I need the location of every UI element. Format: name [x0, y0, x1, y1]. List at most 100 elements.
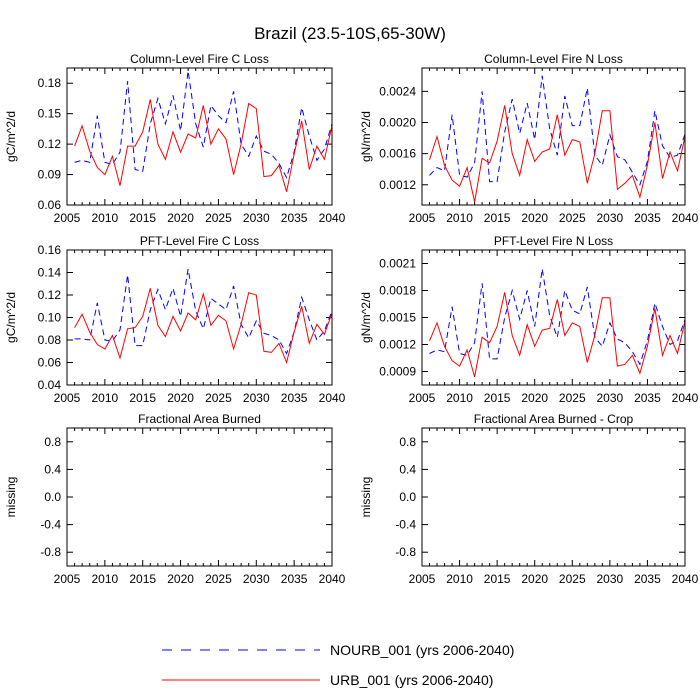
x-tick-label: 2035	[281, 211, 308, 225]
chart-panel-3: PFT-Level Fire C Loss gC/m^2/d 2005 2010 201…	[4, 234, 346, 405]
x-tick-label: 2040	[319, 211, 346, 225]
x-tick-label: 2015	[129, 572, 156, 586]
x-tick-label: 2025	[559, 572, 586, 586]
plot-frame	[421, 427, 686, 567]
x-tick-label: 2040	[672, 572, 699, 586]
chart-panel-5: Fractional Area Burned missing 2005 2010 201…	[4, 412, 346, 586]
y-tick-label: 0.10	[38, 311, 62, 325]
panel-title: PFT-Level Fire C Loss	[140, 234, 259, 248]
chart-panels: Column-Level Fire C Loss gC/m^2/d 2005 2010…	[4, 52, 699, 586]
y-tick-label: 0.15	[38, 107, 62, 121]
x-tick-label: 2005	[409, 391, 436, 405]
x-tick-label: 2010	[446, 391, 473, 405]
plot-frame	[66, 249, 333, 386]
chart-panel-4: PFT-Level Fire N Loss gN/m^2/d 2005 2010 201…	[359, 234, 699, 405]
x-tick-label: 2035	[281, 572, 308, 586]
x-tick-label: 2040	[672, 211, 699, 225]
series-line-nourb-001	[74, 70, 333, 179]
x-tick-label: 2040	[319, 572, 346, 586]
x-tick-label: 2005	[54, 211, 81, 225]
y-tick-label: 0.0012	[379, 338, 416, 352]
panel-title: PFT-Level Fire N Loss	[494, 234, 613, 248]
x-tick-label: 2020	[167, 572, 194, 586]
y-axis-label: gC/m^2/d	[4, 111, 18, 162]
figure-title: Brazil (23.5-10S,65-30W)	[254, 24, 446, 43]
plot-frame	[66, 67, 333, 206]
x-tick-label: 2035	[634, 211, 661, 225]
panel-title: Fractional Area Burned	[138, 412, 261, 426]
y-tick-label: 0.08	[38, 333, 62, 347]
x-tick-label: 2035	[634, 572, 661, 586]
y-tick-label: 0.0	[44, 490, 61, 504]
x-tick-label: 2020	[167, 211, 194, 225]
x-tick-label: 2005	[54, 572, 81, 586]
x-tick-label: 2005	[409, 572, 436, 586]
plot-frame	[421, 249, 686, 386]
x-tick-label: 2010	[92, 572, 119, 586]
series-line-urb-001	[429, 292, 686, 378]
y-tick-label: -0.8	[395, 545, 416, 559]
y-tick-label: 0.0018	[379, 284, 416, 298]
y-tick-label: 0.0	[399, 490, 416, 504]
x-tick-label: 2025	[559, 391, 586, 405]
y-tick-label: 0.06	[38, 198, 62, 212]
x-tick-label: 2030	[243, 572, 270, 586]
y-tick-label: 0.18	[38, 76, 62, 90]
x-tick-label: 2040	[319, 391, 346, 405]
x-tick-label: 2025	[559, 211, 586, 225]
y-tick-label: 0.14	[38, 266, 62, 280]
y-axis-label: gC/m^2/d	[4, 292, 18, 343]
y-tick-label: -0.4	[40, 518, 61, 532]
panel-title: Fractional Area Burned - Crop	[474, 412, 634, 426]
x-tick-label: 2030	[597, 572, 624, 586]
y-axis-label: missing	[4, 477, 18, 518]
y-axis-label: gN/m^2/d	[359, 111, 373, 162]
series-line-urb-001	[74, 99, 333, 192]
y-axis-label: missing	[359, 477, 373, 518]
panel-title: Column-Level Fire C Loss	[130, 52, 269, 66]
x-tick-label: 2030	[243, 211, 270, 225]
y-tick-label: 0.4	[44, 462, 61, 476]
x-tick-label: 2015	[484, 211, 511, 225]
x-tick-label: 2035	[281, 391, 308, 405]
x-tick-label: 2015	[129, 391, 156, 405]
x-tick-label: 2020	[167, 391, 194, 405]
x-tick-label: 2025	[205, 211, 232, 225]
series-line-nourb-001	[429, 75, 686, 187]
x-tick-label: 2025	[205, 572, 232, 586]
x-tick-label: 2020	[521, 211, 548, 225]
x-tick-label: 2020	[521, 572, 548, 586]
y-tick-label: 0.0024	[379, 84, 416, 98]
chart-panel-1: Column-Level Fire C Loss gC/m^2/d 2005 2010…	[4, 52, 346, 225]
y-tick-label: 0.06	[38, 356, 62, 370]
panel-title: Column-Level Fire N Loss	[484, 52, 623, 66]
x-tick-label: 2010	[446, 572, 473, 586]
series-line-urb-001	[74, 288, 333, 365]
x-tick-label: 2040	[672, 391, 699, 405]
chart-panel-6: Fractional Area Burned - Crop missing 2005…	[359, 412, 699, 586]
y-tick-label: 0.16	[38, 243, 62, 257]
chart-panel-2: Column-Level Fire N Loss gN/m^2/d 2005 2010…	[359, 52, 699, 225]
y-tick-label: 0.0012	[379, 178, 416, 192]
x-tick-label: 2015	[484, 572, 511, 586]
x-tick-label: 2020	[521, 391, 548, 405]
x-tick-label: 2030	[597, 211, 624, 225]
x-tick-label: 2030	[243, 391, 270, 405]
plot-frame	[421, 67, 686, 206]
series-line-nourb-001	[74, 269, 333, 355]
series-line-urb-001	[429, 105, 686, 203]
x-tick-label: 2005	[409, 211, 436, 225]
y-tick-label: -0.4	[395, 518, 416, 532]
x-tick-label: 2010	[92, 391, 119, 405]
y-tick-label: 0.0021	[379, 257, 416, 271]
y-tick-label: 0.0009	[379, 365, 416, 379]
x-tick-label: 2015	[484, 391, 511, 405]
legend: NOURB_001 (yrs 2006-2040) URB_001 (yrs 20…	[162, 642, 514, 688]
y-tick-label: 0.0015	[379, 311, 416, 325]
y-tick-label: 0.8	[44, 435, 61, 449]
x-tick-label: 2010	[92, 211, 119, 225]
y-tick-label: 0.0016	[379, 147, 416, 161]
x-tick-label: 2010	[446, 211, 473, 225]
y-tick-label: 0.0020	[379, 115, 416, 129]
